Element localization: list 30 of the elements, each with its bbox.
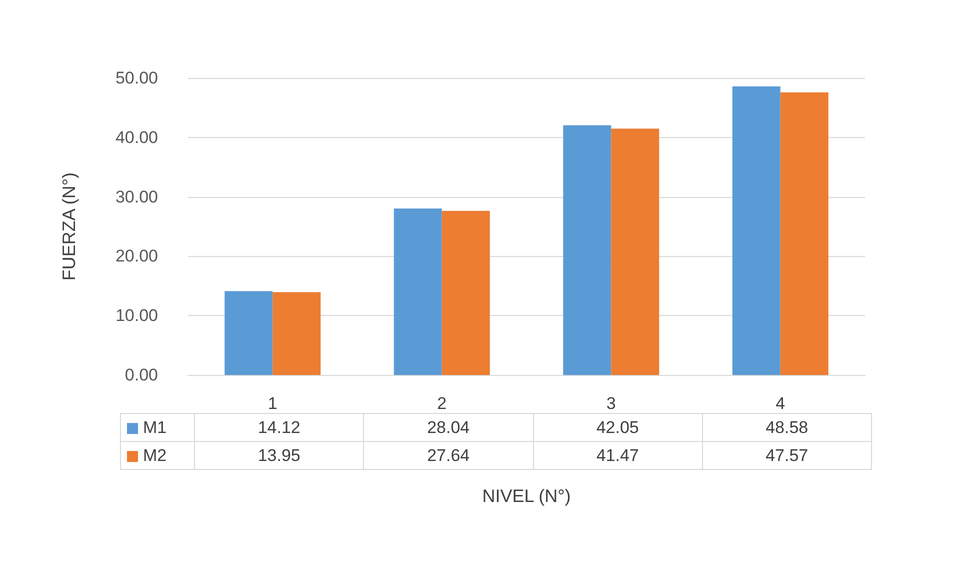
x-axis-title: NIVEL (N°) — [482, 486, 571, 506]
legend-label: M2 — [120, 442, 194, 470]
legend-label: M1 — [120, 414, 194, 442]
data-label: 14.12 — [194, 414, 364, 442]
y-tick-label: 40.00 — [115, 128, 158, 147]
bar — [563, 125, 612, 375]
y-axis-title: FUERZA (N°) — [59, 172, 79, 281]
x-tick-label: 4 — [776, 394, 786, 413]
data-label: 41.47 — [533, 442, 702, 470]
data-label: 42.05 — [533, 414, 702, 442]
data-label: 47.57 — [702, 442, 872, 470]
x-tick-label: 3 — [606, 394, 616, 413]
bar — [224, 291, 273, 375]
y-tick-label: 10.00 — [115, 306, 158, 326]
bar — [394, 208, 442, 375]
data-label: 28.04 — [364, 414, 533, 442]
bar — [780, 92, 828, 375]
bar — [732, 86, 780, 375]
x-tick-label: 1 — [268, 394, 278, 413]
data-label: 13.95 — [194, 442, 364, 470]
bar — [272, 292, 321, 375]
y-tick-label: 0.00 — [124, 366, 158, 384]
bar — [611, 128, 660, 375]
y-tick-label: 20.00 — [115, 246, 158, 266]
x-tick-label: 2 — [437, 394, 447, 413]
y-tick-label: 30.00 — [115, 187, 158, 206]
y-tick-label: 50.00 — [115, 68, 158, 88]
data-label: 48.58 — [702, 414, 872, 442]
data-label: 27.64 — [364, 442, 533, 470]
bar — [442, 210, 490, 375]
